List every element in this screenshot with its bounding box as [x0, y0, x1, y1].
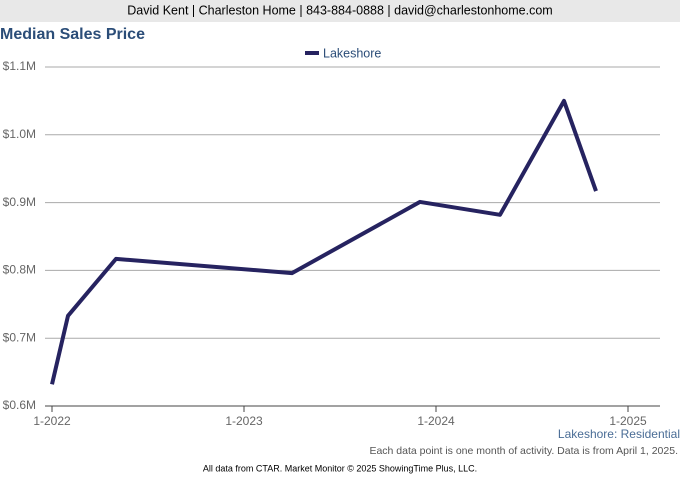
y-tick-label: $1.1M — [3, 59, 36, 73]
y-tick-label: $0.7M — [3, 330, 36, 344]
y-tick-label: $0.9M — [3, 195, 36, 209]
line-series — [50, 98, 598, 385]
y-tick-label: $0.8M — [3, 263, 36, 277]
x-tick-label: 1-2025 — [609, 414, 647, 428]
header-bar — [0, 0, 680, 22]
x-tick-label: 1-2024 — [417, 414, 455, 428]
x-tick-label: 1-2022 — [33, 414, 71, 428]
legend-label: Lakeshore — [323, 46, 381, 60]
y-tick-label: $0.6M — [3, 398, 36, 412]
annotation: Each data point is one month of activity… — [369, 445, 678, 457]
x-tick-label: 1-2023 — [225, 414, 263, 428]
chart-title: Median Sales Price — [0, 26, 145, 43]
header-contact: David Kent | Charleston Home | 843-884-0… — [127, 3, 552, 17]
footer-source: All data from CTAR. Market Monitor © 202… — [203, 463, 477, 473]
annotation: Lakeshore: Residential — [558, 427, 680, 441]
y-tick-label: $1.0M — [3, 127, 36, 141]
